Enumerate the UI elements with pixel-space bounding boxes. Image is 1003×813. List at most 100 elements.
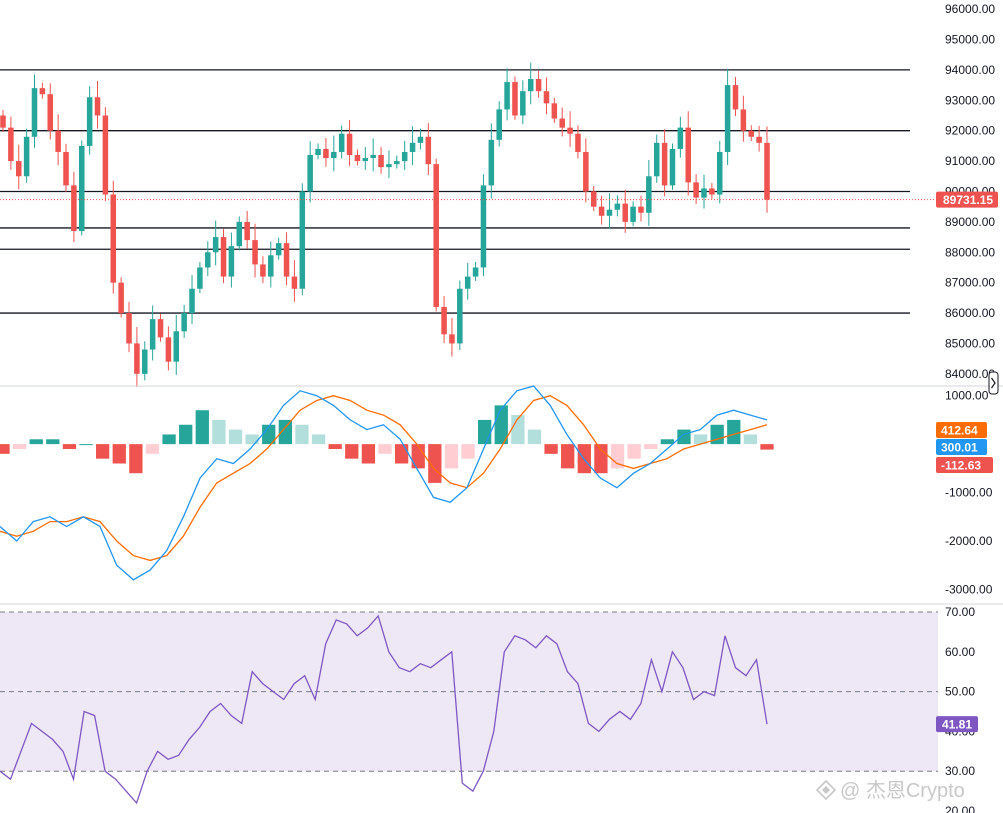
macd-histogram-bar[interactable] [378, 444, 392, 454]
candle-body[interactable] [606, 209, 613, 216]
candle-body[interactable] [220, 237, 227, 277]
candle-body[interactable] [504, 82, 510, 110]
candle-body[interactable] [331, 151, 337, 159]
macd-histogram-bar[interactable] [295, 424, 309, 445]
candle-body[interactable] [614, 203, 621, 210]
macd-histogram-bar[interactable] [478, 419, 492, 445]
candle-body[interactable] [559, 118, 565, 128]
candle-body[interactable] [283, 243, 290, 277]
macd-histogram-bar[interactable] [96, 444, 110, 459]
macd-histogram-bar[interactable] [411, 444, 425, 469]
candle-body[interactable] [685, 127, 691, 183]
candle-body[interactable] [551, 103, 558, 119]
candle-body[interactable] [575, 133, 581, 152]
macd-histogram-bar[interactable] [179, 424, 193, 445]
candle-body[interactable] [630, 206, 636, 222]
candle-body[interactable] [362, 158, 369, 162]
macd-histogram-bar[interactable] [361, 444, 376, 464]
candle-body[interactable] [315, 148, 321, 156]
macd-histogram-bar[interactable] [710, 424, 724, 445]
candle-body[interactable] [354, 155, 361, 162]
candle-body[interactable] [338, 133, 345, 152]
macd-histogram-bar[interactable] [62, 444, 77, 449]
candle-body[interactable] [39, 88, 46, 95]
candle-body[interactable] [764, 142, 770, 200]
candle-body[interactable] [55, 130, 61, 152]
macd-histogram-bar[interactable] [644, 444, 658, 449]
candle-body[interactable] [622, 203, 628, 222]
candle-body[interactable] [472, 267, 479, 277]
candle-body[interactable] [449, 334, 455, 344]
macd-histogram-bar[interactable] [0, 444, 10, 454]
candle-body[interactable] [638, 206, 644, 213]
rsi-line[interactable] [0, 614, 768, 805]
macd-histogram-bar[interactable] [145, 444, 160, 454]
candle-body[interactable] [716, 151, 723, 195]
macd-histogram-bar[interactable] [760, 444, 774, 450]
candle-body[interactable] [134, 343, 140, 374]
macd-histogram-bar[interactable] [79, 444, 93, 446]
candle-body[interactable] [31, 88, 38, 137]
candle-body[interactable] [409, 142, 416, 152]
macd-signal-line[interactable] [0, 394, 768, 562]
candle-body[interactable] [268, 255, 274, 277]
candle-body[interactable] [653, 142, 660, 177]
macd-line[interactable] [0, 385, 768, 581]
candle-body[interactable] [693, 182, 699, 198]
candle-body[interactable] [212, 237, 219, 253]
candle-body[interactable] [275, 243, 282, 256]
candle-body[interactable] [661, 142, 668, 186]
candle-body[interactable] [488, 139, 495, 186]
candle-body[interactable] [669, 148, 676, 186]
candle-body[interactable] [181, 313, 187, 332]
candle-body[interactable] [244, 221, 250, 241]
candle-body[interactable] [543, 91, 550, 104]
macd-pane[interactable] [0, 385, 774, 581]
candle-body[interactable] [228, 246, 235, 277]
candle-body[interactable] [102, 115, 109, 195]
macd-histogram-bar[interactable] [544, 444, 558, 454]
candle-body[interactable] [299, 191, 306, 289]
rsi-pane[interactable] [0, 611, 938, 805]
macd-histogram-bar[interactable] [195, 410, 209, 445]
macd-histogram-bar[interactable] [394, 444, 409, 464]
candle-body[interactable] [79, 145, 85, 231]
macd-histogram-bar[interactable] [627, 444, 641, 459]
candle-body[interactable] [378, 155, 384, 168]
candle-body[interactable] [464, 276, 471, 289]
macd-histogram-bar[interactable] [228, 429, 243, 445]
macd-histogram-bar[interactable] [112, 444, 126, 464]
candle-body[interactable] [646, 176, 652, 213]
candle-body[interactable] [86, 97, 93, 146]
candle-body[interactable] [63, 151, 69, 186]
candle-body[interactable] [425, 136, 432, 165]
macd-histogram-bar[interactable] [245, 434, 259, 445]
macd-histogram-bar[interactable] [328, 444, 342, 449]
candle-body[interactable] [748, 130, 755, 137]
candle-body[interactable] [157, 319, 164, 338]
candle-body[interactable] [401, 151, 408, 162]
candle-body[interactable] [323, 148, 329, 159]
macd-histogram-bar[interactable] [693, 434, 708, 445]
candle-body[interactable] [480, 185, 487, 268]
candle-body[interactable] [252, 240, 258, 265]
candle-body[interactable] [724, 85, 731, 152]
candle-body[interactable] [197, 267, 203, 289]
candle-body[interactable] [709, 188, 715, 195]
candle-body[interactable] [732, 85, 739, 110]
macd-histogram-bar[interactable] [262, 424, 276, 445]
candle-body[interactable] [740, 109, 747, 131]
candle-body[interactable] [0, 115, 6, 128]
candle-body[interactable] [677, 127, 684, 149]
macd-histogram-bar[interactable] [129, 444, 143, 474]
candle-body[interactable] [583, 151, 589, 192]
macd-histogram-bar[interactable] [660, 439, 674, 445]
macd-histogram-bar[interactable] [677, 429, 691, 445]
candle-body[interactable] [205, 252, 211, 268]
candle-body[interactable] [527, 79, 534, 92]
candle-body[interactable] [149, 319, 156, 350]
candle-body[interactable] [535, 79, 542, 92]
macd-histogram-bar[interactable] [727, 419, 741, 445]
macd-histogram-bar[interactable] [278, 419, 292, 445]
candle-body[interactable] [165, 337, 172, 362]
